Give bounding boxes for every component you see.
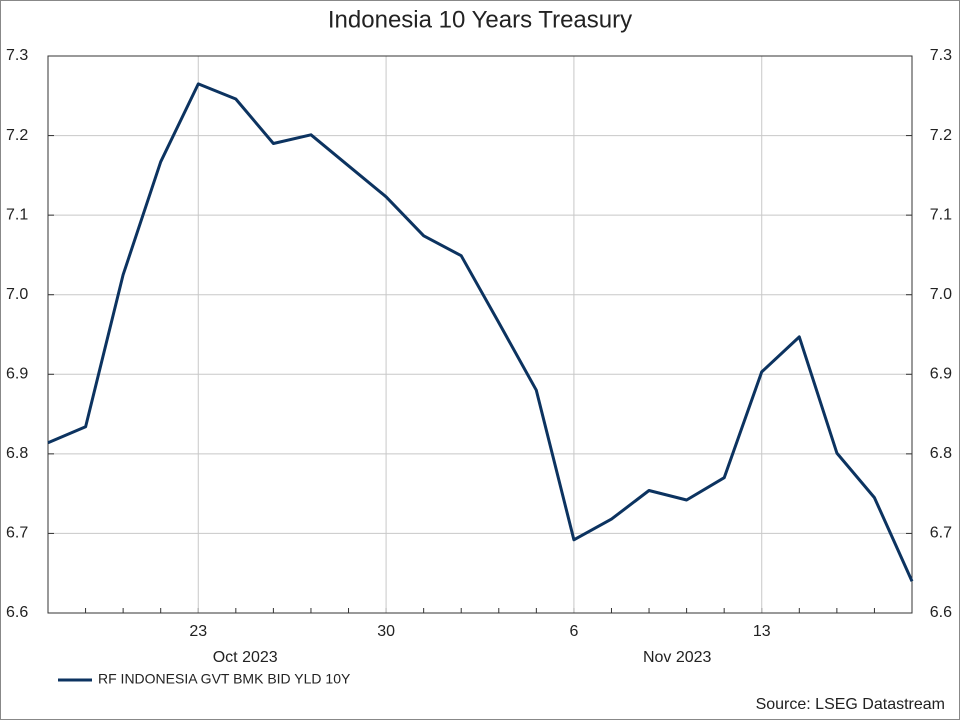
y-tick-label: 6.8 xyxy=(6,445,28,462)
plot-frame xyxy=(47,55,913,614)
y2-tick-label: 6.8 xyxy=(930,445,952,462)
y-tick-label: 7.2 xyxy=(6,127,28,144)
y2-tick-label: 7.2 xyxy=(930,127,952,144)
y-tick-label: 6.9 xyxy=(6,366,28,383)
x-tick-label: 23 xyxy=(189,623,207,640)
y2-tick-label: 7.1 xyxy=(930,206,952,223)
source: Source: LSEG Datastream xyxy=(756,696,945,713)
x-tick-label: 30 xyxy=(377,623,395,640)
y2-tick-label: 6.9 xyxy=(930,366,952,383)
y2-tick-label: 7.3 xyxy=(930,47,952,64)
y-tick-label: 6.7 xyxy=(6,525,28,542)
x-tick-label: 13 xyxy=(753,623,771,640)
y-tick-label: 6.6 xyxy=(6,604,28,621)
y-tick-label: 7.1 xyxy=(6,206,28,223)
y2-tick-label: 6.6 xyxy=(930,604,952,621)
x-group-label: Nov 2023 xyxy=(643,649,712,666)
y-tick-label: 7.0 xyxy=(6,286,28,303)
series-line xyxy=(47,82,914,582)
legend-label: RF INDONESIA GVT BMK BID YLD 10Y xyxy=(98,671,351,687)
y2-tick-label: 6.7 xyxy=(930,525,952,542)
x-group-label: Oct 2023 xyxy=(213,649,278,666)
x-tick-label: 6 xyxy=(569,623,578,640)
y2-tick-label: 7.0 xyxy=(930,286,952,303)
chart-title: Indonesia 10 Years Treasury xyxy=(328,6,632,33)
y-tick-label: 7.3 xyxy=(6,47,28,64)
